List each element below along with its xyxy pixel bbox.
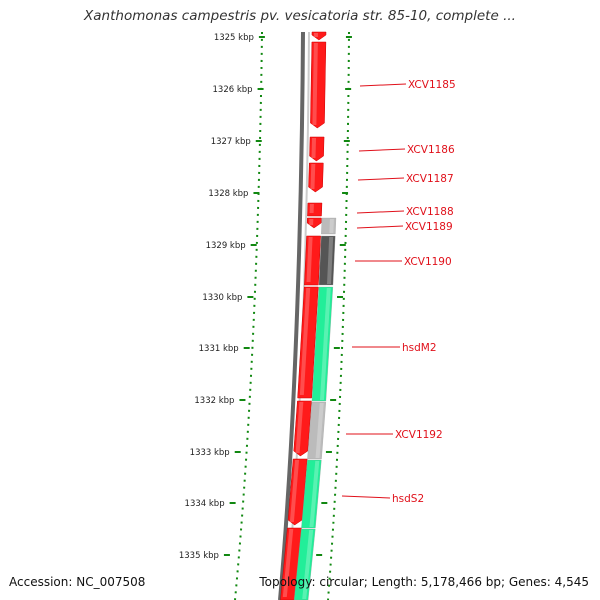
gene-label[interactable]: hsdS2 bbox=[392, 493, 424, 505]
tick-label: 1327 kbp bbox=[211, 137, 251, 147]
tick-label: 1329 kbp bbox=[206, 241, 246, 251]
reverse-cds-block[interactable] bbox=[311, 286, 334, 402]
cds-highlight bbox=[299, 288, 311, 395]
tick-label: 1334 kbp bbox=[185, 499, 225, 509]
cds-highlight bbox=[327, 237, 334, 284]
gene-label[interactable]: XCV1186 bbox=[407, 144, 455, 156]
cds-highlight bbox=[309, 461, 320, 527]
topology-text: Topology: circular; Length: 5,178,466 bp… bbox=[259, 575, 589, 589]
gene-label[interactable]: XCV1187 bbox=[406, 173, 454, 185]
cds-highlight bbox=[309, 219, 314, 225]
cds-highlight bbox=[295, 402, 304, 453]
tick-label: 1331 kbp bbox=[199, 344, 239, 354]
cds-highlight bbox=[302, 530, 314, 599]
cds-highlight bbox=[315, 403, 324, 458]
reverse-cds-block[interactable] bbox=[301, 459, 322, 529]
cds-highlight bbox=[313, 33, 318, 37]
tick-label: 1328 kbp bbox=[208, 189, 248, 199]
map-title: Xanthomonas campestris pv. vesicatoria s… bbox=[84, 8, 516, 24]
tick-label: 1330 kbp bbox=[202, 293, 242, 303]
cds-highlight bbox=[309, 204, 314, 213]
label-leader-line bbox=[356, 210, 405, 214]
tick-track-left bbox=[234, 31, 263, 600]
reverse-cds-block[interactable] bbox=[293, 528, 316, 600]
gray-cds-block[interactable] bbox=[307, 401, 326, 460]
gene-label[interactable]: XCV1192 bbox=[395, 429, 443, 441]
tick-label: 1333 kbp bbox=[190, 448, 230, 458]
cds-highlight bbox=[310, 164, 316, 189]
cds-highlight bbox=[289, 460, 300, 522]
cds-highlight bbox=[306, 237, 313, 282]
tick-label: 1335 kbp bbox=[179, 551, 219, 561]
gene-label[interactable]: XCV1185 bbox=[408, 79, 456, 91]
dark-cds-block[interactable] bbox=[318, 235, 336, 286]
cds-highlight bbox=[311, 138, 317, 158]
tick-track-right bbox=[327, 31, 350, 600]
cds-highlight bbox=[282, 529, 294, 597]
gene-label[interactable]: XCV1188 bbox=[406, 206, 454, 218]
backbone-outer bbox=[278, 31, 305, 600]
forward-cds-block[interactable] bbox=[307, 202, 323, 217]
cds-highlight bbox=[319, 288, 331, 400]
gene-label[interactable]: XCV1190 bbox=[404, 256, 452, 268]
cds-highlight bbox=[312, 43, 318, 125]
gene-label[interactable]: XCV1189 bbox=[405, 221, 453, 233]
label-leader-line bbox=[356, 225, 404, 229]
cds-highlight bbox=[329, 219, 334, 233]
gene-label[interactable]: hsdM2 bbox=[402, 342, 437, 354]
tick-label: 1326 kbp bbox=[213, 85, 253, 95]
tick-label: 1325 kbp bbox=[214, 33, 254, 43]
label-leader-line bbox=[341, 495, 391, 499]
accession-text: Accession: NC_007508 bbox=[9, 575, 146, 589]
gray-cds-block[interactable] bbox=[321, 217, 337, 235]
label-leader-line bbox=[357, 177, 405, 181]
label-leader-line bbox=[358, 148, 406, 152]
tick-label: 1332 kbp bbox=[194, 396, 234, 406]
label-leader-line bbox=[359, 83, 407, 87]
